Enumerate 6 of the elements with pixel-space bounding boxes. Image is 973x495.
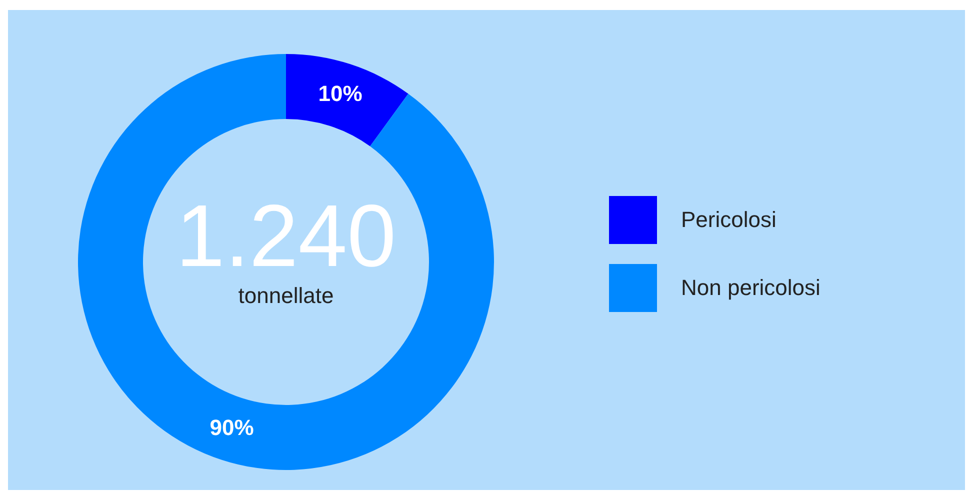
legend-label: Non pericolosi <box>681 275 820 301</box>
legend-label: Pericolosi <box>681 207 776 233</box>
data-label: 90% <box>210 414 254 440</box>
text: tonnellate <box>237 282 335 310</box>
text: 1.240 <box>174 186 398 285</box>
data-label: 10% <box>318 81 362 106</box>
